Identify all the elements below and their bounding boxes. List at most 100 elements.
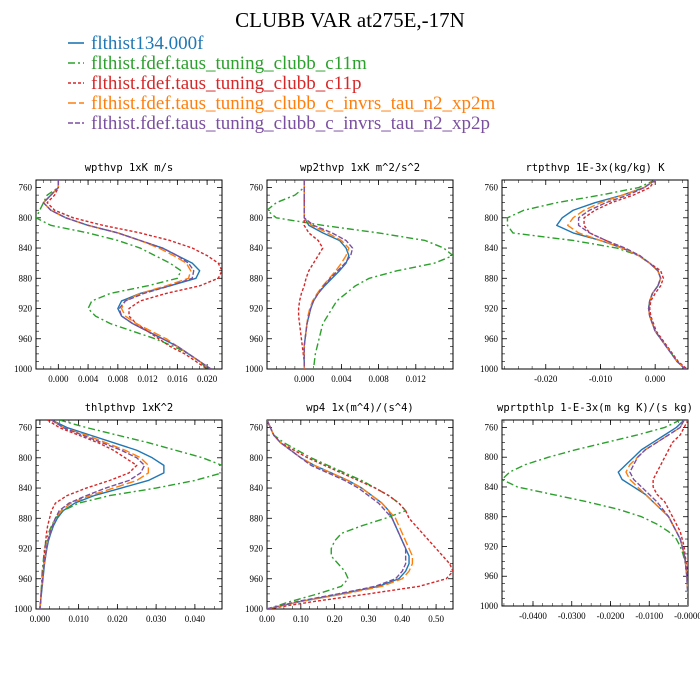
y-tick-label: 920 bbox=[485, 304, 499, 314]
y-tick-label: 760 bbox=[485, 422, 499, 432]
y-tick-label: 960 bbox=[485, 334, 499, 344]
y-tick-label: 920 bbox=[250, 544, 264, 554]
series-line-3 bbox=[267, 420, 414, 609]
legend-entry-3: flthist.fdef.taus_tuning_clubb_c_invrs_t… bbox=[91, 93, 495, 114]
series-group bbox=[506, 180, 688, 369]
panel-title: rtpthvp 1E-3x(kg/kg) K bbox=[525, 162, 665, 174]
y-tick-label: 800 bbox=[485, 452, 499, 462]
legend-entry-4: flthist.fdef.taus_tuning_clubb_c_invrs_t… bbox=[91, 113, 490, 134]
panel-6: wprtpthlp 1-E-3x(m kg K)/(s kg) 760 800 840… bbox=[480, 402, 700, 621]
y-tick-label: 960 bbox=[485, 571, 499, 581]
x-tick-label: 0.00 bbox=[259, 614, 275, 624]
series-line-4 bbox=[267, 420, 407, 609]
x-tick-label: 0.000 bbox=[48, 374, 69, 384]
y-tick-label: 760 bbox=[485, 183, 499, 193]
plot-frame bbox=[501, 179, 689, 370]
x-tick-label: 0.040 bbox=[185, 614, 206, 624]
x-tick-label: 0.020 bbox=[197, 374, 218, 384]
y-tick-label: 880 bbox=[485, 512, 499, 522]
y-tick-label: 960 bbox=[19, 574, 33, 584]
y-tick-label: 840 bbox=[250, 243, 264, 253]
x-tick-label: 0.004 bbox=[78, 374, 99, 384]
panel-title: thlpthvp 1xK^2 bbox=[85, 402, 174, 414]
series-group bbox=[502, 420, 688, 606]
y-tick-label: 960 bbox=[250, 574, 264, 584]
y-tick-label: 760 bbox=[250, 423, 264, 433]
y-tick-label: 760 bbox=[19, 183, 33, 193]
y-tick-label: 1000 bbox=[480, 364, 499, 374]
y-tick-label: 800 bbox=[485, 213, 499, 223]
series-line-2 bbox=[583, 180, 688, 369]
x-tick-label: 0.030 bbox=[146, 614, 167, 624]
y-tick-label: 800 bbox=[19, 213, 33, 223]
y-tick-label: 880 bbox=[250, 513, 264, 523]
series-line-2 bbox=[652, 420, 688, 606]
y-tick-label: 840 bbox=[485, 243, 499, 253]
x-tick-label: 0.016 bbox=[167, 374, 188, 384]
panel-4: thlpthvp 1xK^2 760 800 840 880 920 960 10000.00… bbox=[14, 402, 223, 624]
panel-title: wp4 1x(m^4)/(s^4) bbox=[306, 402, 413, 414]
series-line-3 bbox=[566, 180, 686, 369]
x-tick-label: 0.000 bbox=[645, 374, 666, 384]
series-line-4 bbox=[303, 180, 354, 369]
x-tick-label: -0.0000 bbox=[674, 611, 700, 621]
panel-2: wp2thvp 1xK m^2/s^2 760 800 840 880 920 960 100… bbox=[245, 162, 454, 384]
series-line-1 bbox=[267, 180, 453, 369]
y-tick-label: 1000 bbox=[14, 604, 33, 614]
x-tick-label: 0.000 bbox=[30, 614, 51, 624]
y-tick-label: 1000 bbox=[14, 364, 33, 374]
x-tick-label: 0.20 bbox=[327, 614, 343, 624]
panel-3: rtpthvp 1E-3x(kg/kg) K 760 800 840 880 920 960… bbox=[480, 162, 689, 384]
legend-entry-1: flthist.fdef.taus_tuning_clubb_c11m bbox=[91, 53, 367, 74]
series-line-2 bbox=[39, 420, 138, 609]
y-tick-label: 760 bbox=[19, 423, 33, 433]
x-tick-label: 0.40 bbox=[394, 614, 410, 624]
series-line-1 bbox=[502, 420, 688, 606]
panel-title: wp2thvp 1xK m^2/s^2 bbox=[300, 162, 420, 174]
series-line-4 bbox=[577, 180, 686, 369]
y-tick-label: 840 bbox=[250, 483, 264, 493]
y-tick-label: 880 bbox=[250, 273, 264, 283]
y-tick-label: 960 bbox=[250, 334, 264, 344]
series-line-3 bbox=[303, 180, 350, 369]
series-line-4 bbox=[629, 420, 688, 606]
y-tick-label: 840 bbox=[485, 482, 499, 492]
series-line-0 bbox=[303, 180, 350, 369]
panel-title: wpthvp 1xK m/s bbox=[85, 162, 174, 174]
y-tick-label: 840 bbox=[19, 483, 33, 493]
x-tick-label: 0.30 bbox=[361, 614, 377, 624]
series-line-4 bbox=[39, 420, 146, 609]
plot-frame bbox=[35, 179, 223, 370]
panel-5: wp4 1x(m^4)/(s^4)76080084088092096010000… bbox=[245, 402, 454, 624]
x-tick-label: -0.020 bbox=[534, 374, 558, 384]
y-tick-label: 880 bbox=[485, 273, 499, 283]
plot-frame bbox=[266, 179, 454, 370]
series-group bbox=[267, 420, 453, 609]
series-line-1 bbox=[36, 180, 208, 369]
panel-title: wprtpthlp 1-E-3x(m kg K)/(s kg) bbox=[497, 402, 693, 414]
x-tick-label: 0.008 bbox=[108, 374, 129, 384]
chart-title: CLUBB VAR at275E,-17N bbox=[235, 8, 465, 32]
series-group bbox=[267, 180, 453, 369]
plot-frame bbox=[35, 419, 223, 610]
y-tick-label: 1000 bbox=[480, 601, 499, 611]
y-tick-label: 1000 bbox=[245, 604, 264, 614]
legend: flthist134.000fflthist.fdef.taus_tuning_… bbox=[68, 33, 495, 134]
x-tick-label: 0.10 bbox=[293, 614, 309, 624]
series-line-3 bbox=[39, 420, 150, 609]
y-tick-label: 920 bbox=[19, 304, 33, 314]
x-tick-label: -0.0400 bbox=[519, 611, 547, 621]
series-group bbox=[39, 420, 222, 609]
x-tick-label: -0.010 bbox=[589, 374, 613, 384]
y-tick-label: 800 bbox=[250, 213, 264, 223]
x-tick-label: 0.50 bbox=[428, 614, 444, 624]
x-tick-label: 0.012 bbox=[137, 374, 157, 384]
y-tick-label: 880 bbox=[19, 513, 33, 523]
series-line-1 bbox=[267, 420, 407, 609]
panels: wpthvp 1xK m/s76080084088092096010000.00… bbox=[14, 162, 700, 624]
series-line-0 bbox=[556, 180, 686, 369]
plot-frame bbox=[501, 419, 689, 607]
x-tick-label: -0.0200 bbox=[597, 611, 625, 621]
series-group bbox=[36, 180, 222, 369]
